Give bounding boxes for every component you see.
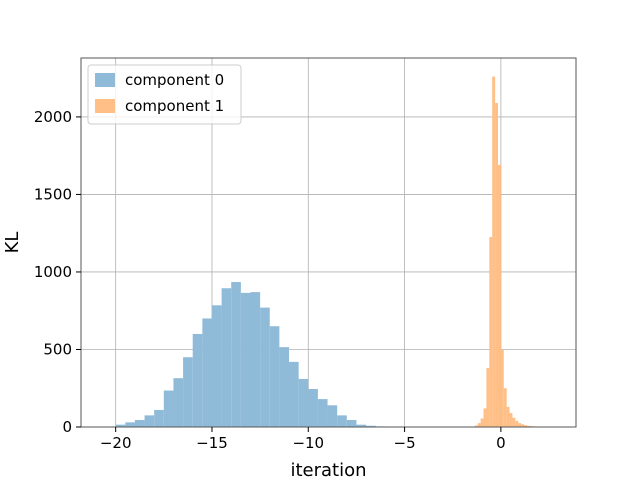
y-axis-ticks: 0 500 1000 1500 2000 — [34, 108, 81, 436]
histogram-bar-component-0 — [211, 305, 222, 427]
histogram-bar-component-0 — [317, 399, 328, 427]
y-tick-label: 0 — [62, 418, 72, 436]
histogram-bar-component-1 — [489, 237, 493, 427]
histogram-bar-component-1 — [509, 413, 513, 427]
histogram-bar-component-0 — [134, 420, 145, 427]
legend-box — [87, 64, 242, 125]
histogram-bar-component-0 — [183, 357, 193, 427]
legend-swatch-component-0 — [95, 73, 115, 87]
histogram-bar-component-0 — [337, 415, 347, 427]
x-tick-label: −10 — [292, 434, 324, 452]
x-axis-ticks: −20 −15 −10 −5 0 — [100, 427, 506, 452]
legend-swatch-component-1 — [95, 99, 115, 113]
histogram-bar-component-0 — [144, 415, 155, 427]
legend: component 0 component 1 — [87, 64, 242, 125]
histogram-bar-component-0 — [202, 318, 212, 427]
histogram-bar-component-1 — [526, 425, 530, 427]
histogram-bar-component-0 — [298, 378, 309, 427]
x-axis-label: iteration — [290, 460, 366, 480]
legend-label-component-1: component 1 — [125, 97, 224, 115]
histogram-bar-component-0 — [366, 425, 376, 427]
histogram-bar-component-1 — [495, 102, 498, 427]
histogram-bar-component-0 — [346, 420, 357, 427]
histogram-bar-component-1 — [480, 418, 484, 427]
histogram-bar-component-1 — [500, 349, 504, 427]
histogram-bar-component-0 — [192, 333, 203, 427]
histogram-bar-component-0 — [231, 282, 241, 427]
histogram-bar-component-1 — [515, 420, 519, 427]
histogram-bar-component-0 — [240, 292, 251, 427]
histogram-bar-component-0 — [163, 390, 174, 427]
histogram-bar-component-0 — [327, 405, 338, 427]
histogram-bar-component-1 — [474, 425, 478, 427]
histogram-bar-component-0 — [279, 347, 290, 427]
histogram-bar-component-1 — [503, 388, 507, 427]
histogram-bar-component-0 — [250, 292, 261, 427]
histogram-bar-component-1 — [518, 423, 522, 427]
x-tick-label: 0 — [496, 434, 506, 452]
histogram-bar-component-0 — [289, 361, 299, 427]
x-tick-label: −15 — [196, 434, 228, 452]
legend-label-component-0: component 0 — [125, 71, 224, 89]
y-tick-label: 1000 — [34, 263, 72, 281]
histogram-bar-component-1 — [512, 417, 516, 427]
histogram-bar-component-1 — [506, 406, 510, 427]
histogram-bar-component-0 — [356, 424, 367, 427]
histogram-bar-component-1 — [483, 408, 487, 427]
histogram-bar-component-0 — [115, 424, 126, 427]
histogram-bar-component-1 — [497, 164, 501, 427]
histogram-bar-component-1 — [523, 425, 527, 427]
histogram-bar-component-0 — [269, 326, 280, 427]
y-axis-label: KL — [2, 232, 23, 254]
histogram-bar-component-1 — [521, 424, 524, 427]
histogram-bar-component-0 — [260, 307, 270, 427]
histogram-bar-component-1 — [492, 76, 496, 427]
x-tick-label: −20 — [100, 434, 132, 452]
histogram-bar-component-0 — [308, 389, 318, 427]
plot-frame — [80, 57, 577, 428]
histogram-bar-component-0 — [221, 288, 232, 427]
histogram-bar-component-0 — [125, 422, 135, 427]
histogram-bar-component-1 — [486, 368, 490, 427]
histogram-bar-component-1 — [477, 423, 481, 427]
y-tick-label: 500 — [43, 340, 72, 358]
x-tick-label: −5 — [394, 434, 416, 452]
histogram-bar-component-0 — [154, 409, 164, 427]
histogram-bar-component-0 — [173, 378, 184, 427]
y-tick-label: 1500 — [34, 185, 72, 203]
histogram-bars — [115, 76, 545, 427]
y-tick-label: 2000 — [34, 108, 72, 126]
